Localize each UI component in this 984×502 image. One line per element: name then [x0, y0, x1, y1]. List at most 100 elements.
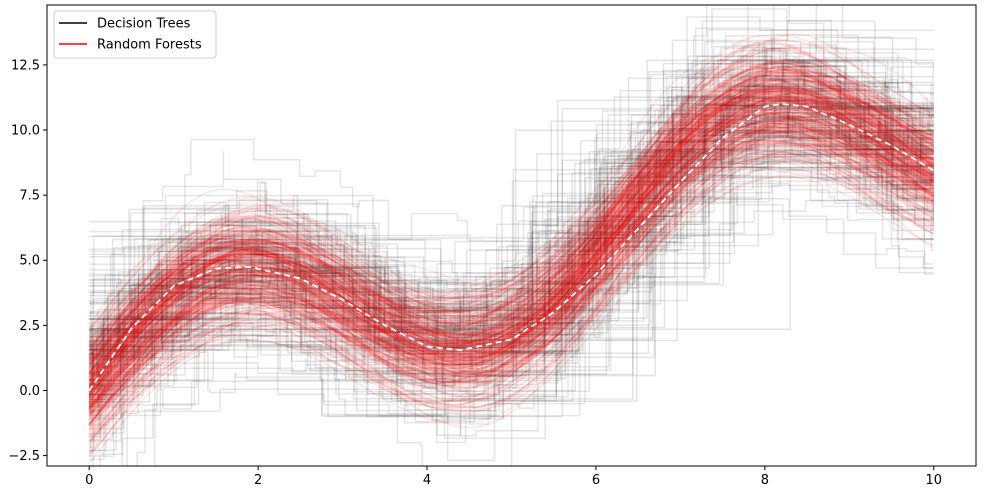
random-forest-line: [88, 93, 935, 390]
random-forest-line: [88, 114, 935, 401]
random-forest-line: [88, 128, 935, 409]
random-forest-line: [88, 84, 935, 375]
decision-tree-line: [89, 89, 934, 389]
decision-tree-line: [89, 122, 934, 362]
random-forest-line: [88, 91, 935, 390]
decision-tree-line: [89, 112, 934, 396]
random-forest-line: [88, 39, 935, 332]
decision-tree-line: [89, 60, 934, 337]
decision-tree-line: [89, 77, 934, 330]
random-forest-line: [88, 100, 935, 388]
random-forest-line: [88, 149, 935, 442]
random-forest-line: [88, 150, 934, 424]
random-forest-line: [88, 84, 934, 361]
decision-tree-line: [89, 167, 934, 395]
decision-tree-line: [89, 62, 934, 351]
random-forest-line: [88, 92, 935, 386]
decision-tree-line: [89, 19, 934, 314]
random-forest-line: [88, 64, 935, 371]
decision-tree-line: [89, 80, 934, 346]
decision-tree-line: [89, 34, 934, 313]
random-forest-line: [88, 128, 935, 407]
random-forest-line: [88, 71, 935, 368]
random-forest-line: [88, 63, 935, 358]
decision-trees-lines: [88, 5, 935, 466]
random-forest-line: [88, 119, 935, 416]
decision-tree-line: [89, 88, 934, 386]
random-forest-line: [88, 107, 935, 405]
random-forest-line: [88, 100, 935, 392]
random-forest-line: [88, 98, 935, 393]
random-forest-line: [88, 100, 935, 395]
random-forest-line: [88, 99, 935, 383]
decision-tree-line: [89, 40, 934, 299]
decision-tree-line: [89, 113, 934, 346]
decision-tree-line: [89, 104, 934, 342]
decision-tree-line: [89, 117, 934, 384]
random-forest-line: [88, 63, 935, 348]
random-forest-line: [88, 144, 935, 434]
random-forest-line: [88, 105, 935, 397]
random-forest-line: [88, 113, 935, 400]
random-forest-line: [88, 117, 935, 413]
decision-tree-line: [89, 105, 934, 348]
decision-tree-line: [89, 121, 935, 375]
random-forest-line: [88, 93, 935, 373]
random-forest-line: [88, 116, 935, 410]
random-forest-line: [88, 99, 935, 391]
random-forest-line: [88, 89, 934, 381]
random-forest-line: [88, 58, 934, 353]
random-forest-line: [88, 111, 935, 391]
random-forest-line: [88, 59, 935, 341]
decision-tree-line: [89, 112, 934, 381]
random-forest-line: [88, 60, 935, 352]
random-forest-line: [88, 124, 935, 411]
random-forest-line: [88, 87, 935, 382]
random-forest-line: [88, 65, 935, 363]
decision-tree-line: [89, 114, 934, 408]
random-forest-line: [88, 87, 935, 374]
decision-tree-line: [89, 136, 934, 401]
random-forest-line: [88, 140, 935, 429]
random-forest-line: [88, 115, 935, 399]
decision-tree-line: [89, 56, 934, 335]
decision-tree-line: [89, 96, 934, 375]
decision-tree-line: [153, 199, 934, 466]
random-forest-line: [88, 86, 934, 365]
x-tick-label: 0: [85, 473, 93, 488]
decision-tree-line: [89, 160, 934, 420]
decision-tree-line: [89, 63, 934, 356]
decision-tree-line: [89, 44, 934, 356]
decision-tree-line: [89, 85, 934, 390]
random-forest-line: [88, 76, 934, 366]
decision-tree-line: [89, 103, 934, 338]
random-forest-line: [88, 81, 935, 365]
random-forest-line: [88, 76, 935, 375]
random-forest-line: [88, 79, 935, 374]
random-forest-line: [88, 138, 935, 426]
random-forest-line: [88, 160, 935, 456]
decision-tree-line: [89, 55, 934, 345]
random-forest-line: [88, 130, 935, 419]
random-forest-line: [88, 79, 935, 380]
decision-tree-line: [89, 76, 934, 375]
random-forest-line: [88, 123, 935, 413]
random-forest-line: [88, 122, 935, 416]
decision-tree-line: [89, 75, 934, 364]
decision-tree-line: [89, 83, 934, 381]
decision-tree-line: [89, 126, 934, 387]
decision-tree-line: [89, 92, 934, 345]
random-forest-line: [88, 106, 935, 399]
random-forest-line: [88, 104, 935, 389]
random-forest-line: [88, 142, 935, 425]
decision-tree-line: [89, 75, 934, 331]
random-forest-line: [88, 97, 935, 399]
random-forest-line: [88, 110, 934, 400]
random-forest-line: [88, 61, 934, 361]
random-forest-line: [88, 66, 935, 359]
random-forest-line: [88, 67, 935, 358]
decision-tree-line: [89, 81, 934, 361]
random-forest-line: [88, 100, 935, 387]
decision-tree-line: [89, 116, 934, 396]
